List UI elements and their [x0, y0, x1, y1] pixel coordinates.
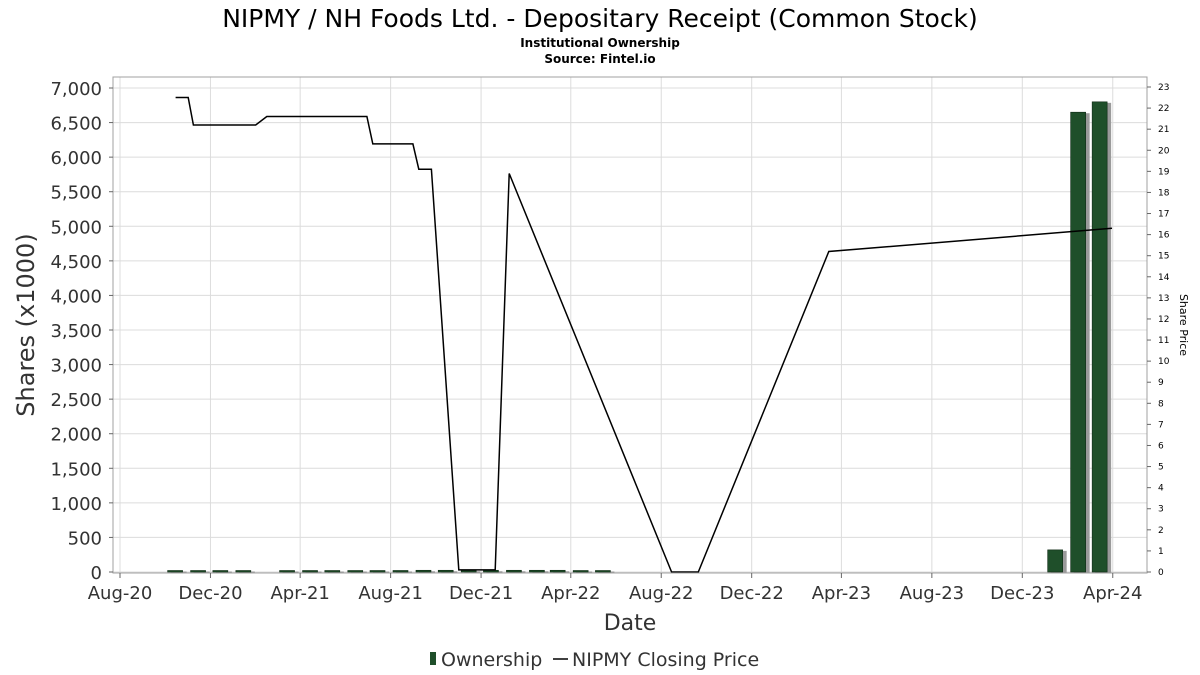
y-tick-label: 1,000	[50, 494, 102, 515]
ownership-bar	[572, 570, 589, 573]
chart-subtitle: Institutional Ownership	[520, 36, 680, 50]
x-tick-label: Dec-23	[990, 583, 1054, 604]
y2-tick-label: 16	[1158, 231, 1170, 241]
x-axis-ticks: Aug-20 Dec-20 Apr-21 Aug-21 Dec-21 Apr-22 Aug-…	[88, 573, 1142, 604]
y-tick-label: 4,000	[50, 286, 102, 307]
y2-tick-label: 18	[1158, 188, 1170, 198]
x-tick-label: Aug-21	[358, 583, 423, 604]
y2-tick-label: 14	[1158, 273, 1170, 283]
ownership-bar	[1047, 549, 1063, 573]
x-tick-label: Apr-24	[1083, 583, 1142, 604]
ownership-bar	[437, 569, 454, 573]
ownership-bar	[529, 569, 545, 573]
y-tick-label: 3,000	[50, 356, 102, 377]
ownership-bars	[167, 101, 1112, 573]
ownership-bar	[324, 570, 341, 573]
legend-ownership-label: Ownership	[441, 649, 542, 671]
y2-tick-label: 1	[1158, 547, 1164, 557]
y-tick-label: 7,000	[50, 79, 102, 100]
legend-price-label: NIPMY Closing Price	[572, 649, 759, 671]
y2-tick-label: 17	[1158, 210, 1169, 220]
legend-ownership-swatch	[430, 652, 436, 665]
x-tick-label: Aug-20	[88, 583, 153, 604]
y2-tick-label: 20	[1158, 146, 1170, 156]
y2-tick-label: 8	[1158, 399, 1164, 409]
y2-tick-label: 6	[1158, 441, 1164, 451]
y-tick-label: 5,500	[50, 183, 102, 204]
y2-tick-label: 7	[1158, 420, 1164, 430]
ownership-bar	[347, 570, 364, 573]
grid-lines	[113, 77, 1147, 573]
x-axis-label: Date	[604, 611, 657, 636]
y2-tick-label: 22	[1158, 104, 1169, 114]
y2-tick-label: 21	[1158, 125, 1169, 135]
x-tick-label: Dec-21	[449, 583, 513, 604]
ownership-bar	[167, 570, 183, 573]
y2-tick-label: 23	[1158, 83, 1169, 93]
y2-tick-label: 13	[1158, 294, 1169, 304]
ownership-bar	[235, 570, 252, 573]
y2-tick-label: 0	[1158, 568, 1164, 578]
y-tick-label: 2,500	[50, 390, 102, 411]
y2-tick-label: 4	[1158, 484, 1164, 494]
y-tick-label: 4,500	[50, 252, 102, 273]
ownership-bar	[392, 570, 409, 573]
x-tick-label: Dec-20	[178, 583, 242, 604]
y-tick-label: 1,500	[50, 459, 102, 480]
ownership-bar	[506, 569, 522, 573]
x-tick-label: Apr-22	[541, 583, 600, 604]
y2-tick-label: 11	[1158, 336, 1169, 346]
y-axis-ticks: 0 500 1,000 1,500 2,000 2,500 3,000 3,500 4,000 4…	[50, 79, 113, 584]
x-tick-label: Dec-22	[720, 583, 784, 604]
y2-tick-label: 10	[1158, 357, 1170, 367]
y2-tick-label: 3	[1158, 505, 1164, 515]
x-tick-label: Aug-22	[629, 583, 694, 604]
y2-tick-label: 2	[1158, 526, 1164, 536]
y-tick-label: 500	[68, 528, 102, 549]
plot-frame	[112, 76, 1148, 574]
y2-tick-label: 19	[1158, 167, 1170, 177]
ownership-bar	[302, 570, 318, 573]
price-series-line	[175, 96, 1113, 573]
y2-tick-label: 5	[1158, 463, 1164, 473]
ownership-bar	[1091, 101, 1108, 573]
x-tick-label: Apr-23	[812, 583, 871, 604]
y-tick-label: 6,000	[50, 148, 102, 169]
y2-tick-label: 12	[1158, 315, 1169, 325]
ownership-bar	[190, 570, 206, 573]
chart-source: Source: Fintel.io	[544, 52, 655, 66]
ownership-bar	[212, 570, 229, 573]
x-tick-label: Apr-21	[270, 583, 329, 604]
ownership-bar	[279, 570, 295, 573]
x-tick-label: Aug-23	[900, 583, 965, 604]
ownership-bar	[415, 569, 432, 573]
legend: Ownership NIPMY Closing Price	[430, 649, 759, 671]
y2-tick-label: 15	[1158, 252, 1169, 262]
y-axis-label: Shares (x1000)	[12, 233, 40, 416]
y-tick-label: 6,500	[50, 114, 102, 135]
y2-tick-label: 9	[1158, 378, 1164, 388]
ownership-bar	[1070, 111, 1086, 573]
y-tick-label: 2,000	[50, 425, 102, 446]
y2-axis-label: Share Price	[1177, 294, 1190, 356]
y-tick-label: 0	[91, 563, 102, 584]
y-tick-label: 5,000	[50, 217, 102, 238]
y-tick-label: 3,500	[50, 321, 102, 342]
ownership-bar	[595, 570, 611, 573]
chart-title: NIPMY / NH Foods Ltd. - Depositary Recei…	[222, 4, 978, 33]
ownership-bar	[369, 570, 386, 573]
price-line	[175, 96, 1113, 573]
ownership-bar	[549, 569, 566, 573]
